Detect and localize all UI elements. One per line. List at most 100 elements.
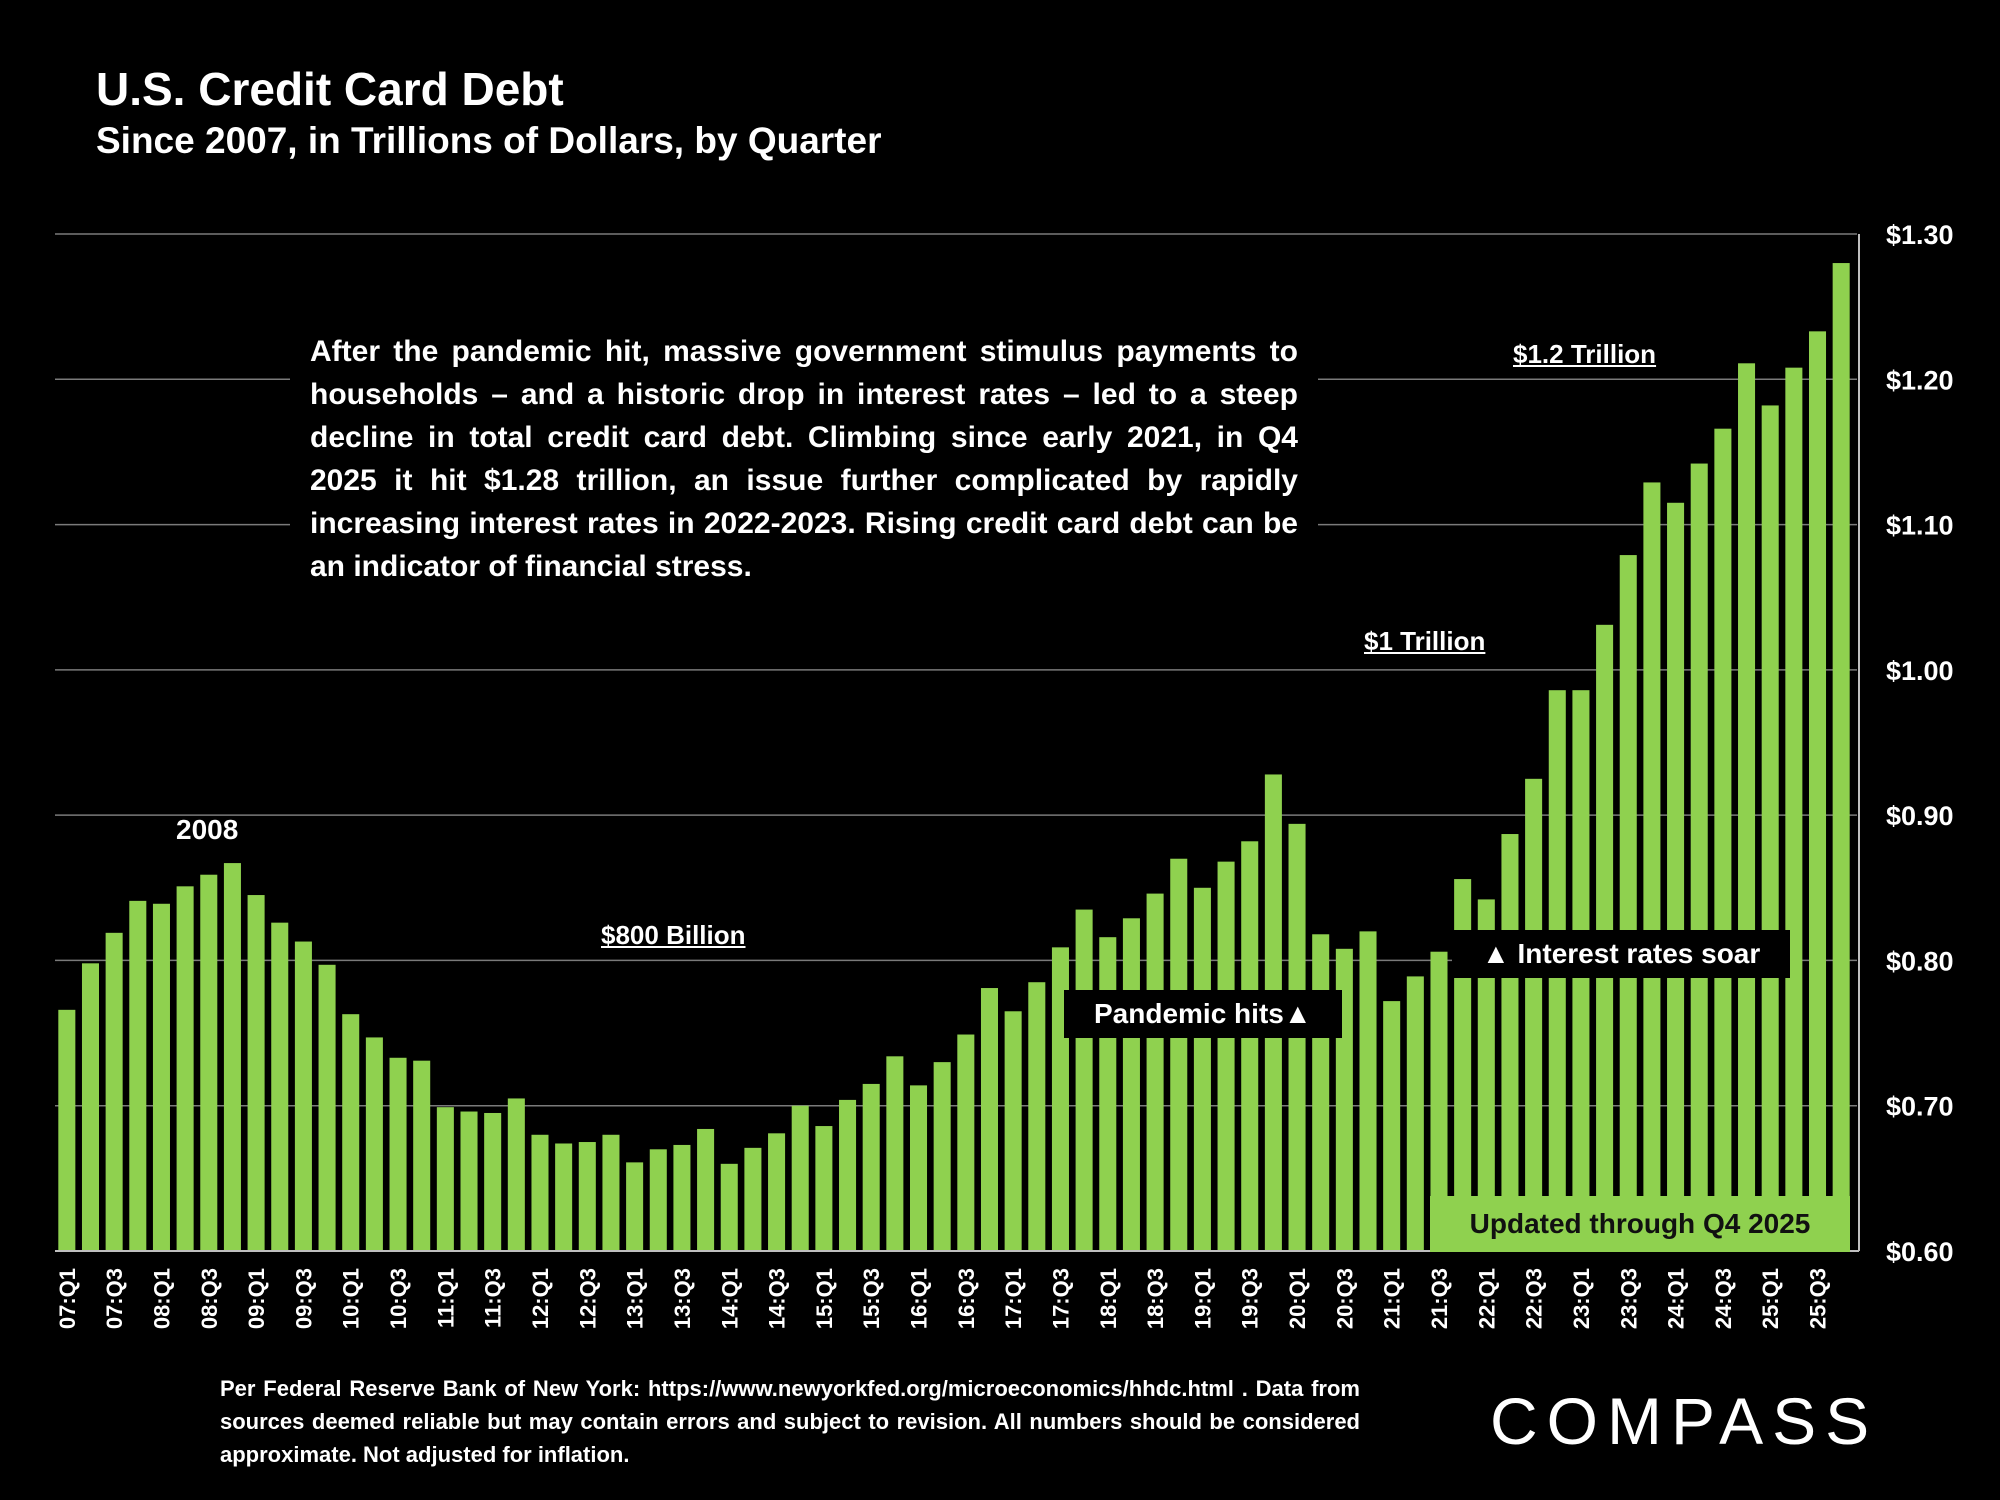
- x-tick-label: 08:Q1: [149, 1268, 174, 1329]
- bar: [1501, 834, 1519, 1251]
- x-tick-label: 15:Q3: [859, 1268, 884, 1329]
- x-tick-label: 08:Q3: [197, 1268, 222, 1329]
- callout-text: After the pandemic hit, massive governme…: [290, 330, 1318, 588]
- bar: [1690, 463, 1708, 1252]
- bar-chart: $0.60 $0.70 $0.80 $0.90 $1.00 $1.10 $1.20 $1.30…: [55, 220, 1954, 1329]
- y-tick-label: $0.60: [1886, 1237, 1954, 1267]
- compass-logo: COMPASS: [1490, 1384, 1878, 1458]
- bar: [436, 1107, 454, 1251]
- bar: [697, 1128, 715, 1251]
- y-tick-label: $1.30: [1886, 220, 1954, 250]
- bar: [1028, 982, 1046, 1251]
- label-1-2-trillion: $1.2 Trillion: [1513, 339, 1657, 369]
- bar: [1122, 918, 1140, 1251]
- bar: [578, 1142, 596, 1251]
- x-tick-label: 24:Q1: [1664, 1268, 1689, 1329]
- bar: [342, 1014, 360, 1251]
- x-tick-label: 20:Q1: [1285, 1268, 1310, 1329]
- bar: [1004, 1011, 1022, 1251]
- bar: [1193, 887, 1211, 1251]
- x-tick-label: 23:Q3: [1616, 1268, 1641, 1329]
- bar: [1785, 367, 1803, 1252]
- x-tick-label: 15:Q1: [812, 1268, 837, 1329]
- x-tick-label: 11:Q3: [481, 1268, 506, 1328]
- bar: [1430, 951, 1448, 1251]
- bar: [720, 1163, 738, 1251]
- x-tick-label: 17:Q3: [1048, 1268, 1073, 1329]
- x-tick-label: 25:Q3: [1806, 1268, 1831, 1329]
- bar: [1312, 934, 1330, 1251]
- bar: [365, 1037, 383, 1251]
- pandemic-annotation: Pandemic hits▲: [1064, 990, 1342, 1038]
- x-tick-label: 09:Q3: [291, 1268, 316, 1329]
- bar: [839, 1099, 857, 1251]
- x-tick-label: 07:Q1: [55, 1268, 80, 1329]
- y-tick-label: $1.10: [1886, 511, 1954, 541]
- bar: [531, 1134, 549, 1251]
- bar: [460, 1111, 478, 1251]
- bar: [862, 1083, 880, 1251]
- bar: [1241, 841, 1259, 1251]
- bar: [413, 1060, 431, 1251]
- x-tick-label: 19:Q1: [1190, 1268, 1215, 1329]
- bar: [81, 963, 100, 1251]
- x-tick-label: 09:Q1: [244, 1268, 269, 1329]
- bar: [507, 1098, 525, 1251]
- x-tick-label: 22:Q3: [1522, 1268, 1547, 1329]
- bar: [247, 895, 265, 1251]
- bar: [152, 903, 170, 1251]
- bar: [768, 1133, 786, 1251]
- bar: [1099, 937, 1117, 1251]
- x-tick-label: 21:Q1: [1380, 1268, 1405, 1329]
- x-tick-label: 23:Q1: [1569, 1268, 1594, 1329]
- x-tick-label: 16:Q1: [907, 1268, 932, 1329]
- bar: [389, 1057, 407, 1251]
- x-tick-label: 22:Q1: [1474, 1268, 1499, 1329]
- y-tick-label: $1.20: [1886, 365, 1954, 395]
- bar: [1170, 858, 1188, 1251]
- bar: [1738, 363, 1756, 1251]
- x-tick-label: 16:Q3: [954, 1268, 979, 1329]
- bar: [1643, 482, 1661, 1251]
- logo-text: COMPASS: [1490, 1384, 1878, 1458]
- bar: [1477, 899, 1495, 1251]
- label-800-billion: $800 Billion: [601, 920, 746, 950]
- x-tick-label: 13:Q1: [623, 1268, 648, 1329]
- x-tick-label: 10:Q3: [386, 1268, 411, 1329]
- interest-rates-annotation: ▲ Interest rates soar: [1452, 930, 1791, 978]
- x-axis-ticks: 07:Q1 07:Q3 08:Q1 08:Q3 09:Q1 09:Q3 10:Q1 10:Q3…: [55, 1268, 1831, 1329]
- y-axis-ticks: $0.60 $0.70 $0.80 $0.90 $1.00 $1.10 $1.20 $1.30: [1886, 220, 1954, 1267]
- y-tick-label: $0.90: [1886, 801, 1954, 831]
- y-tick-label: $0.80: [1886, 946, 1954, 976]
- bar: [105, 932, 123, 1251]
- bar: [602, 1134, 620, 1251]
- x-tick-label: 18:Q1: [1096, 1268, 1121, 1329]
- bar: [1667, 502, 1685, 1251]
- bar: [673, 1144, 691, 1251]
- bar: [626, 1162, 644, 1251]
- bar-series: [58, 263, 1850, 1252]
- bar: [1406, 976, 1424, 1251]
- source-note: Per Federal Reserve Bank of New York: ht…: [220, 1376, 1360, 1467]
- bar: [791, 1105, 809, 1251]
- bar: [555, 1143, 573, 1251]
- bar: [1217, 861, 1235, 1251]
- x-tick-label: 14:Q3: [765, 1268, 790, 1329]
- x-tick-label: 10:Q1: [339, 1268, 364, 1329]
- x-tick-label: 14:Q1: [717, 1268, 742, 1329]
- y-tick-label: $0.70: [1886, 1092, 1954, 1122]
- bar: [176, 886, 194, 1251]
- x-tick-label: 20:Q3: [1332, 1268, 1357, 1329]
- bar: [1075, 909, 1093, 1251]
- x-tick-label: 17:Q1: [1001, 1268, 1026, 1329]
- x-tick-label: 07:Q3: [102, 1268, 127, 1329]
- bar: [1714, 428, 1732, 1251]
- bar: [1832, 263, 1850, 1251]
- x-tick-label: 24:Q3: [1711, 1268, 1736, 1329]
- bar: [744, 1147, 762, 1251]
- bar: [484, 1112, 502, 1251]
- x-tick-label: 12:Q1: [528, 1268, 553, 1329]
- label-1-trillion: $1 Trillion: [1364, 626, 1486, 656]
- bar: [649, 1149, 667, 1251]
- bar: [271, 922, 289, 1251]
